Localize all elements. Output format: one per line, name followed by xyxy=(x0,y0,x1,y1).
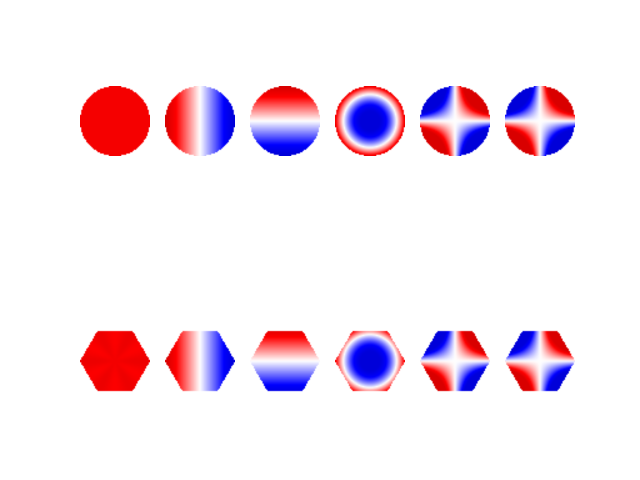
circle-mode-1-uniform xyxy=(80,86,150,156)
hexagon-mode-1-uniform xyxy=(80,326,150,396)
hexagon-mode-2-x xyxy=(165,326,235,396)
circle-mode-4-radial xyxy=(335,86,405,156)
hexagon-mode-3-y xyxy=(250,326,320,396)
hexagon-mode-6-xy-rotated xyxy=(505,326,575,396)
circle-mode-2-x xyxy=(165,86,235,156)
hexagon-mode-5-xy xyxy=(420,326,490,396)
circle-mode-3-y xyxy=(250,86,320,156)
circle-mode-5-xy xyxy=(420,86,490,156)
hexagon-row xyxy=(80,326,575,396)
circle-mode-6-xy-rotated xyxy=(505,86,575,156)
hexagon-mode-4-radial xyxy=(335,326,405,396)
mode-rows xyxy=(80,86,575,396)
circle-row xyxy=(80,86,575,156)
